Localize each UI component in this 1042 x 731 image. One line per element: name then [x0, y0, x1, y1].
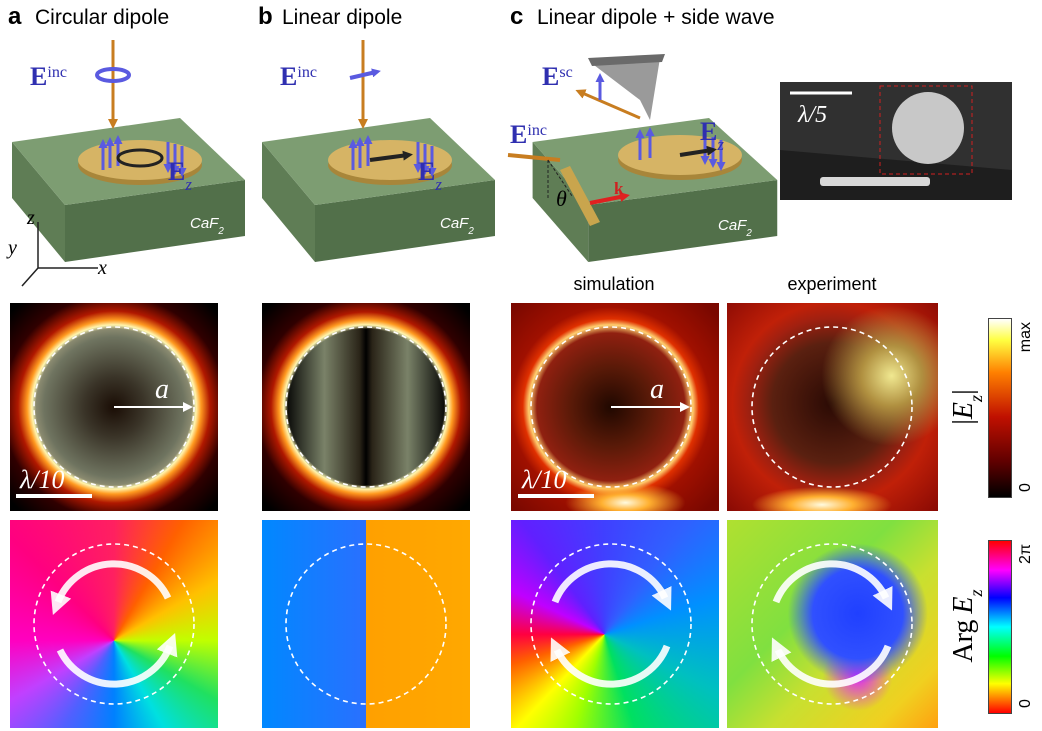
- text-part: z: [966, 395, 986, 403]
- colorbar-bottom-label: 0: [1017, 483, 1034, 492]
- rotation-arrow: [60, 646, 170, 684]
- text-part: inc: [47, 64, 67, 81]
- text-part: E: [418, 157, 435, 186]
- sem-strip: [820, 177, 930, 186]
- text-part: 2: [217, 226, 224, 237]
- text-part: E: [700, 117, 717, 146]
- incident-field-label: Einc: [30, 62, 67, 91]
- rotation-arrow: [557, 646, 667, 684]
- axis-label: z: [26, 207, 35, 229]
- scattered-field-label: Esc: [542, 62, 573, 91]
- colorbar-title: |Ez|: [948, 389, 986, 424]
- text-part: 2: [745, 228, 752, 239]
- text-part: z: [184, 175, 192, 194]
- text-part: sc: [559, 64, 572, 81]
- figure-overlay: a Circular dipole b Linear dipole c Linear di…: [0, 0, 1042, 731]
- angle-label: θ: [556, 186, 567, 211]
- text-part: CaF: [190, 215, 219, 232]
- text-part: inc: [297, 64, 317, 81]
- disk-outline: [531, 544, 691, 704]
- incident-field-label: Einc: [280, 62, 317, 91]
- axis-label: x: [97, 257, 107, 279]
- text-part: z: [716, 135, 724, 154]
- column-header: experiment: [787, 274, 876, 294]
- rotation-arrow: [555, 564, 665, 602]
- radius-label: a: [155, 374, 169, 405]
- sem-disk: [892, 92, 964, 164]
- panel-title: Linear dipole + side wave: [537, 6, 775, 29]
- disk-outline: [34, 544, 194, 704]
- text-part: E: [168, 157, 185, 186]
- wavevector-label: k: [614, 179, 624, 198]
- rotation-arrow: [58, 564, 168, 602]
- text-part: CaF: [440, 215, 469, 232]
- axis-label: y: [6, 237, 17, 259]
- figure: {"panels":[{"letter":"a","title":"Circul…: [0, 0, 1042, 731]
- text-part: inc: [527, 122, 547, 139]
- panel-letter: a: [8, 3, 22, 30]
- disk-outline: [286, 544, 446, 704]
- text-part: E: [30, 62, 47, 91]
- column-header: simulation: [573, 274, 654, 294]
- scale-bar-label: λ/5: [797, 102, 827, 128]
- text-part: CaF: [718, 217, 747, 234]
- colorbar-bottom-label: 0: [1017, 699, 1034, 708]
- text-part: E: [948, 402, 979, 420]
- text-part: E: [510, 120, 527, 149]
- text-part: E: [280, 62, 297, 91]
- rotation-arrow: [776, 564, 886, 602]
- scale-bar-label: λ/10: [19, 465, 64, 494]
- text-part: Arg: [948, 620, 979, 663]
- scale-bar-label: λ/10: [521, 465, 566, 494]
- text-part: E: [542, 62, 559, 91]
- disk-outline: [286, 327, 446, 487]
- text-part: z: [434, 175, 442, 194]
- text-part: 2: [467, 226, 474, 237]
- panel-title: Linear dipole: [282, 6, 402, 29]
- colorbar-top-label: 2π: [1017, 544, 1034, 564]
- disk-outline: [752, 327, 912, 487]
- colorbar-top-label: max: [1017, 322, 1034, 352]
- disk-outline: [752, 544, 912, 704]
- text-part: |: [948, 389, 979, 395]
- scattered-beam: [580, 92, 640, 118]
- text-part: E: [948, 596, 979, 614]
- radius-label: a: [650, 374, 664, 405]
- panel-letter: c: [510, 3, 523, 30]
- panel-title: Circular dipole: [35, 6, 169, 29]
- colorbar-title: Arg Ez: [948, 589, 986, 662]
- text-part: z: [966, 589, 986, 597]
- panel-letter: b: [258, 3, 273, 30]
- rotation-arrow: [778, 646, 888, 684]
